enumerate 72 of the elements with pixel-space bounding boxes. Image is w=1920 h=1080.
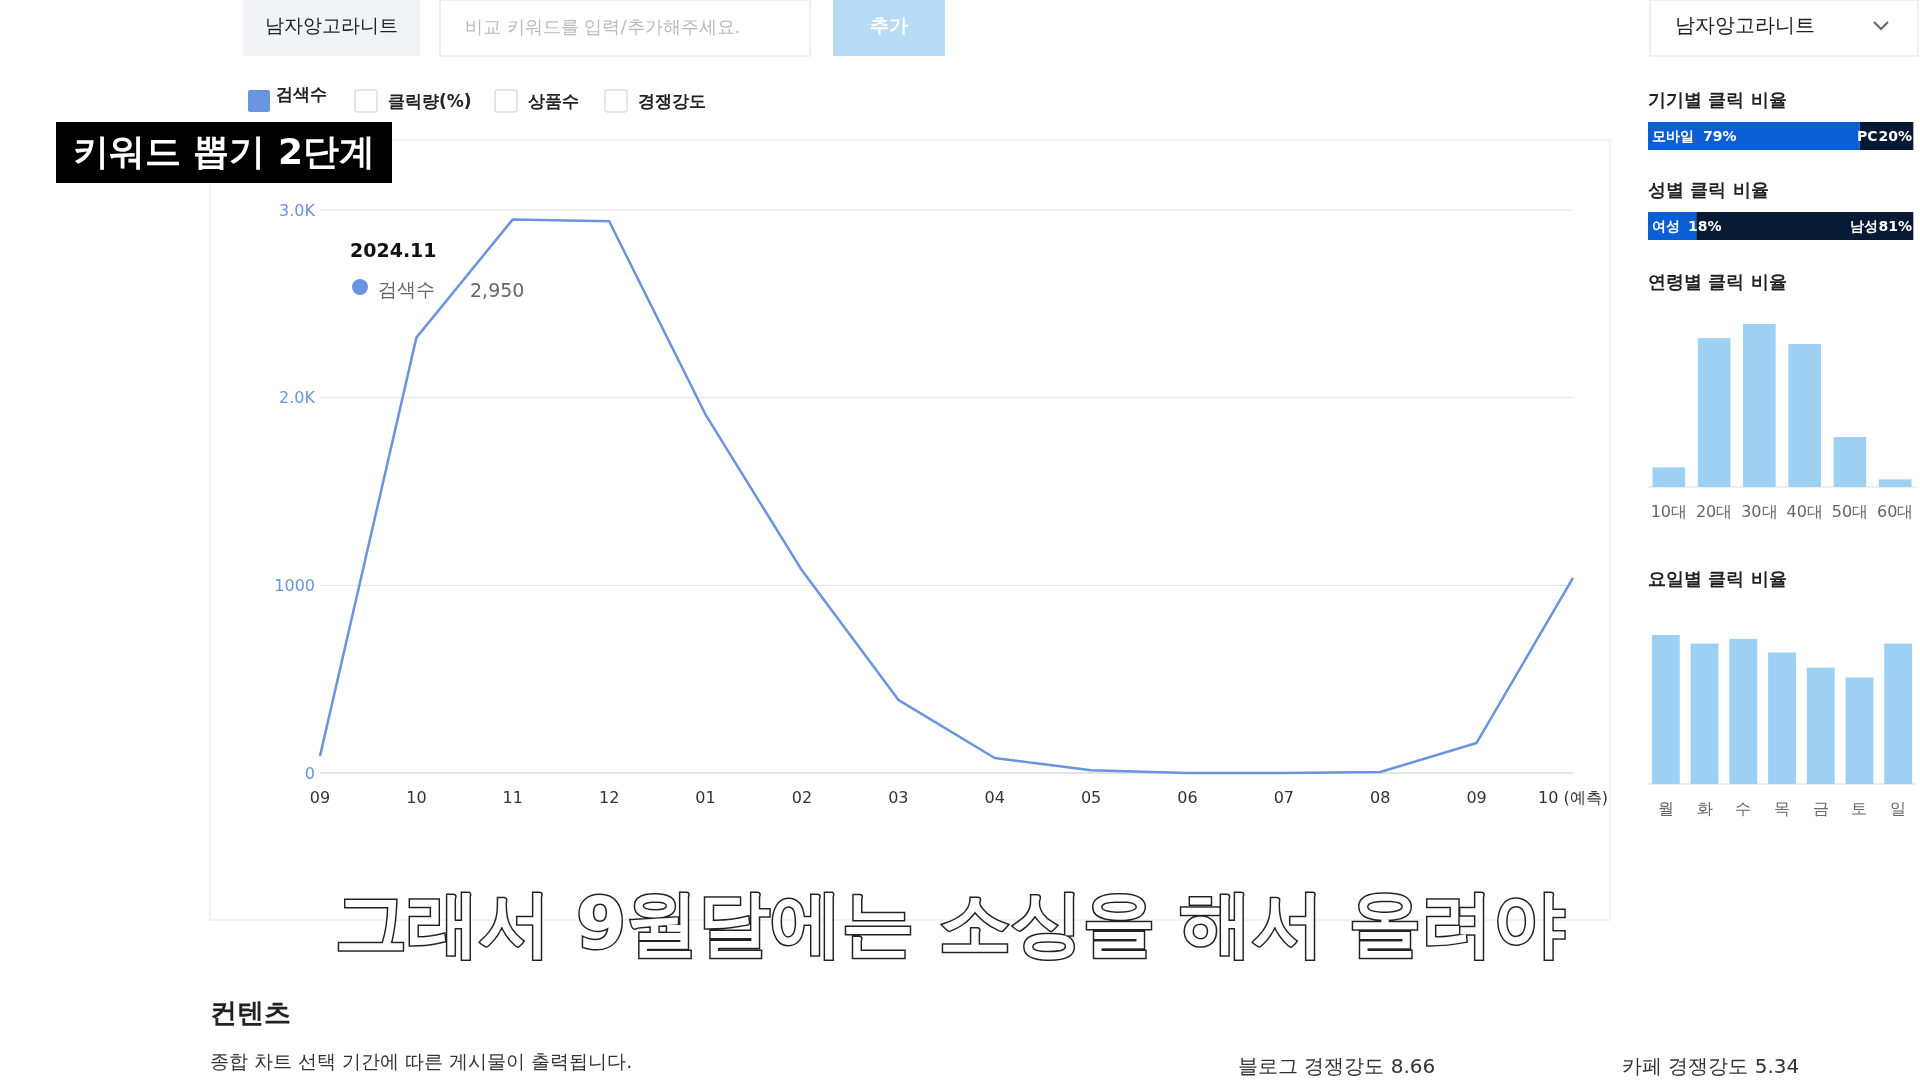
x-tick-label: 05 bbox=[1080, 788, 1102, 807]
x-tick-label: 10대 bbox=[1650, 502, 1687, 521]
x-tick-label: 08 bbox=[1370, 788, 1391, 807]
x-tick-label: 수 bbox=[1735, 799, 1752, 818]
data-label: 20% bbox=[1878, 128, 1912, 144]
y-tick-label: 2.0K bbox=[279, 388, 316, 408]
x-tick-label: 목 bbox=[1774, 799, 1790, 818]
bar bbox=[1652, 467, 1686, 487]
bar bbox=[1743, 324, 1776, 487]
chart-title: 기기별 클릭 비율 bbox=[1648, 89, 1787, 110]
text: 경쟁강도 bbox=[638, 91, 706, 111]
x-tick-label: 일 bbox=[1890, 799, 1907, 818]
bar bbox=[1690, 643, 1719, 784]
x-tick-label: 11 bbox=[502, 788, 523, 807]
annotation: 2024.11 bbox=[350, 239, 437, 261]
data-label: 79% bbox=[1703, 128, 1737, 144]
bar bbox=[1845, 677, 1874, 784]
bar bbox=[1833, 436, 1867, 487]
x-tick-label: 토 bbox=[1851, 799, 1868, 818]
chart-title: 연령별 클릭 비율 bbox=[1648, 271, 1787, 292]
bar bbox=[1651, 635, 1680, 784]
bar bbox=[1788, 344, 1821, 487]
text: 컨텐츠 bbox=[210, 997, 291, 1028]
x-tick-label: 10 bbox=[406, 788, 427, 807]
x-tick-label: 60대 bbox=[1877, 502, 1914, 521]
text: 비교 키워드를 입력/추가해주세요. bbox=[465, 16, 741, 37]
y-tick-label: 3.0K bbox=[279, 200, 316, 220]
y-tick-label: 1000 bbox=[274, 575, 315, 595]
x-tick-label: 월 bbox=[1657, 799, 1674, 818]
chart-title: 성별 클릭 비율 bbox=[1648, 179, 1769, 200]
text: 클릭량(%) bbox=[388, 91, 472, 111]
x-tick-label: 20대 bbox=[1695, 502, 1733, 521]
x-tick-label: 01 bbox=[695, 788, 716, 807]
bar bbox=[1806, 667, 1835, 784]
text: 상품수 bbox=[528, 91, 579, 111]
x-tick-label: 화 bbox=[1696, 799, 1713, 818]
y-tick-label: 0 bbox=[304, 763, 315, 783]
x-tick-label: 06 bbox=[1177, 788, 1198, 807]
x-tick-label: 02 bbox=[791, 788, 813, 807]
chart-title: 요일별 클릭 비율 bbox=[1648, 568, 1787, 589]
x-tick-label: 40대 bbox=[1786, 502, 1823, 521]
annotation: 검색수 bbox=[378, 278, 435, 300]
text: 카페 경쟁강도 5.34 bbox=[1622, 1054, 1800, 1078]
text: 블로그 경쟁강도 8.66 bbox=[1238, 1054, 1436, 1078]
text: 추가 bbox=[870, 14, 908, 36]
x-tick-label: 12 bbox=[598, 788, 620, 807]
data-label: 81% bbox=[1878, 218, 1912, 234]
x-tick-label: 04 bbox=[984, 788, 1005, 807]
text: 남자앙고라니트 bbox=[264, 14, 398, 36]
x-tick-label: 07 bbox=[1273, 788, 1295, 807]
x-tick-label: 50대 bbox=[1831, 502, 1869, 521]
series-label: 여성 bbox=[1652, 218, 1680, 234]
bar bbox=[1884, 643, 1913, 784]
x-tick-label: 30대 bbox=[1741, 502, 1778, 521]
x-tick-label: 09 bbox=[309, 788, 331, 807]
x-tick-label: 09 bbox=[1466, 788, 1487, 807]
annotation: 2,950 bbox=[470, 279, 525, 301]
text: 종합 차트 선택 기간에 따른 게시물이 출력됩니다. bbox=[210, 1050, 633, 1072]
series-label: 남성 bbox=[1849, 218, 1878, 234]
series-label: 모바일 bbox=[1652, 128, 1694, 144]
bar bbox=[1729, 638, 1758, 784]
text: 키워드 뽑기 2단계 bbox=[72, 131, 376, 172]
legend-label: 검색수 bbox=[276, 84, 327, 104]
text: 그래서 9월달에는 소싱을 해서 올려야 bbox=[334, 881, 1566, 965]
bar bbox=[1697, 338, 1731, 487]
bar bbox=[1878, 479, 1912, 487]
x-tick-label: 10 (예측) bbox=[1538, 788, 1608, 807]
x-tick-label: 03 bbox=[888, 788, 909, 807]
text: 남자앙고라니트 bbox=[1675, 13, 1815, 37]
line-series bbox=[318, 218, 1575, 775]
x-tick-label: 금 bbox=[1812, 799, 1829, 818]
bar bbox=[1768, 652, 1796, 784]
